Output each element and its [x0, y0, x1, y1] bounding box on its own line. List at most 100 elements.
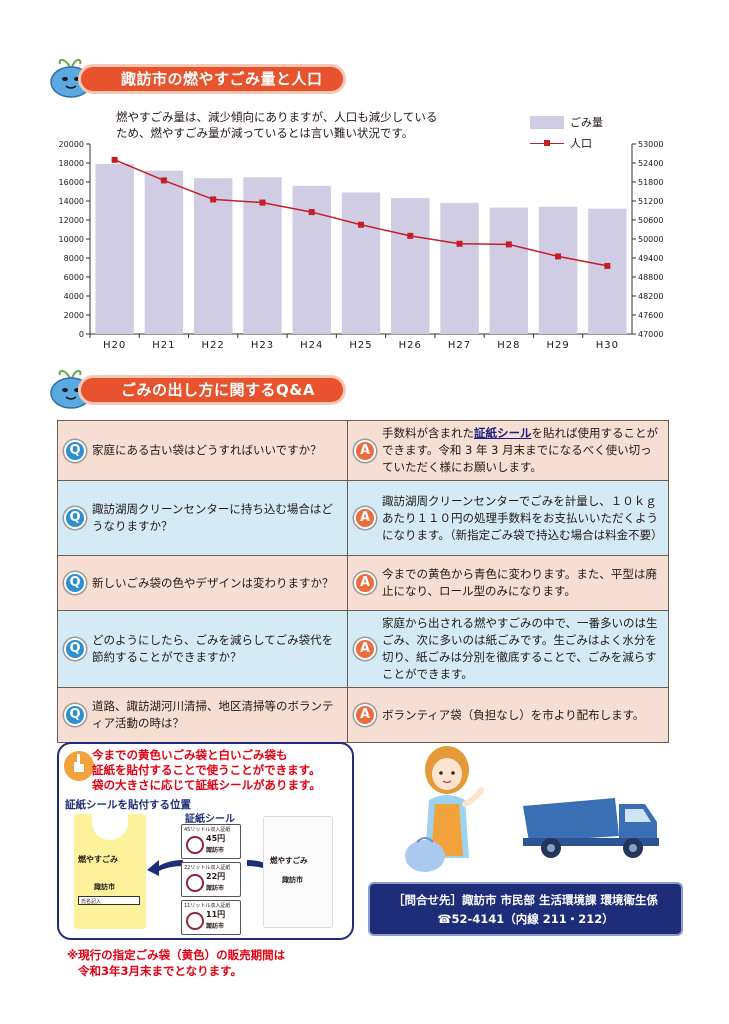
chart-intro-text: 燃やすごみ量は、減少傾向にありますが、人口も減少している ため、燃やすごみ量が減…: [116, 109, 496, 141]
question-text: 家庭にある古い袋はどうすればいいですか？: [92, 443, 322, 457]
population-point: [160, 177, 167, 184]
yellow-bag-image: 燃やすごみ 諏訪市 氏名記入: [74, 814, 146, 929]
a-badge-icon: A: [354, 704, 376, 726]
garbage-truck-icon: [523, 798, 659, 858]
qa-row: Q 家庭にある古い袋はどうすればいいですか？ A 手数料が含まれた証紙シールを貼れば…: [57, 420, 669, 481]
y-tick-label-left: 2000: [64, 311, 84, 320]
section-title: 諏訪市の燃やすごみ量と人口: [78, 64, 346, 94]
population-point: [111, 156, 118, 163]
bag-city: 諏訪市: [282, 876, 303, 884]
y-tick-label-left: 4000: [64, 292, 84, 301]
contact-department: ［問合せ先］諏訪市 市民部 生活環境課 環境衛生係: [392, 893, 658, 907]
sticker-11: 11リットル収入証紙 11円 諏訪市: [181, 900, 241, 935]
question-cell: Q 家庭にある古い袋はどうすればいいですか？: [57, 420, 348, 481]
bar-garbage: [538, 206, 578, 334]
a-badge-icon: A: [354, 638, 376, 660]
y-tick-label-left: 16000: [59, 178, 84, 187]
y-tick-label-left: 6000: [64, 273, 84, 282]
contact-phone: ☎52-4141（内線 211・212）: [437, 912, 614, 926]
y-tick-label-right: 51800: [638, 178, 663, 187]
white-bag-image: 燃やすごみ 諏訪市: [263, 816, 333, 928]
population-point: [358, 221, 364, 228]
q-badge-icon: Q: [64, 439, 86, 462]
answer-text: ボランティア袋（負担なし）を市より配布します。: [382, 707, 645, 722]
population-point: [308, 209, 315, 216]
a-badge-icon: A: [354, 572, 376, 594]
a-badge-icon: A: [354, 439, 376, 462]
y-tick-label-right: 51200: [638, 197, 663, 206]
legend-item-bar: ごみ量: [530, 113, 603, 131]
y-tick-label-right: 47600: [638, 311, 663, 320]
answer-part: を貼れば使用することができます。令和 3 年 3 月末までになるべく使い切ってい…: [382, 426, 658, 474]
chart-legend: ごみ量 人口: [530, 113, 603, 155]
y-tick-label-left: 12000: [59, 216, 84, 225]
y-tick-label-right: 50000: [638, 235, 663, 244]
sticker-city: 諏訪市: [206, 885, 225, 892]
bar-garbage: [341, 192, 381, 334]
bar-garbage: [292, 185, 331, 334]
garbage-population-chart: 0 2000 4000 6000 8000 10000 12000 14000 16000 180…: [59, 140, 664, 351]
sticker-price: 45円: [206, 834, 226, 843]
check-message: 今までの黄色いごみ袋と白いごみ袋も 証紙を貼付することで使うことができます。 袋…: [92, 748, 352, 793]
y-tick-label-right: 49400: [638, 254, 663, 263]
answer-text: 手数料が含まれた証紙シールを貼れば使用することができます。令和 3 年 3 月末…: [382, 425, 660, 476]
x-tick-label: H20: [103, 340, 126, 351]
sticker-caption: 22リットル収入証紙: [184, 865, 231, 871]
sticker-mark: [186, 912, 204, 930]
sticker-45: 45リットル収入証紙 45円 諏訪市: [181, 824, 241, 859]
y-tick-label-right: 50600: [638, 216, 663, 225]
bar-garbage: [144, 170, 184, 334]
y-tick-label-right: 53000: [638, 140, 663, 149]
check-hand-icon: [64, 751, 94, 781]
sales-period-notice: ※現行の指定ごみ袋（黄色）の販売期間は 令和3年3月末までとなります。: [67, 947, 285, 979]
question-text: どのようにしたら、ごみを減らしてごみ袋代を節約することができますか？: [92, 633, 334, 664]
contact-box: ［問合せ先］諏訪市 市民部 生活環境課 環境衛生係 ☎52-4141（内線 21…: [368, 882, 683, 936]
bag-name-field-label: 氏名記入: [81, 899, 102, 905]
q-badge-icon: Q: [64, 638, 86, 660]
x-tick-label: H23: [251, 340, 274, 351]
section-heading-chart: 諏訪市の燃やすごみ量と人口: [48, 55, 348, 99]
answer-cell: A 今までの黄色から青色に変わります。また、平型は廃止になり、ロール型のみになりま…: [347, 555, 669, 611]
y-tick-label-right: 48800: [638, 273, 663, 282]
answer-cell: A ボランティア袋（負担なし）を市より配布します。: [347, 687, 669, 743]
x-tick-label: H28: [497, 340, 520, 351]
legend-swatch-bar: [530, 115, 564, 129]
intro-line: ため、燃やすごみ量が減っているとは言い難い状況です。: [116, 126, 414, 140]
x-tick-label: H27: [448, 340, 471, 351]
y-tick-label-left: 14000: [59, 197, 84, 206]
bag-text: 燃やすごみ: [78, 855, 118, 864]
bag-city: 諏訪市: [94, 883, 115, 891]
y-tick-label-right: 48200: [638, 292, 663, 301]
intro-line: 燃やすごみ量は、減少傾向にありますが、人口も減少している: [116, 110, 438, 124]
population-point: [505, 241, 512, 248]
y-tick-label-right: 52400: [638, 159, 663, 168]
x-tick-label: H25: [349, 340, 372, 351]
x-tick-label: H29: [546, 340, 569, 351]
question-text: 新しいごみ袋の色やデザインは変わりますか？: [92, 575, 334, 590]
x-tick-label: H21: [152, 340, 175, 351]
answer-part: 手数料が含まれた: [382, 426, 474, 440]
bar-garbage: [588, 208, 627, 334]
x-tick-label: H30: [596, 340, 619, 351]
y-tick-label-left: 20000: [59, 140, 84, 149]
sticker-22: 22リットル収入証紙 22円 諏訪市: [181, 862, 241, 897]
population-point: [555, 253, 562, 260]
section-title: ごみの出し方に関するQ&A: [78, 375, 346, 405]
question-cell: Q 新しいごみ袋の色やデザインは変わりますか？: [57, 555, 348, 611]
check-line: 今までの黄色いごみ袋と白いごみ袋も: [92, 748, 288, 762]
a-badge-icon: A: [354, 507, 376, 529]
question-cell: Q どのようにしたら、ごみを減らしてごみ袋代を節約することができますか？: [57, 610, 348, 688]
sticker-city: 諏訪市: [206, 847, 225, 854]
qa-row: Q 諏訪湖周クリーンセンターに持ち込む場合はどうなりますか？ A 諏訪湖周クリーンセ…: [57, 480, 669, 556]
arrow-left-icon: [147, 860, 183, 876]
answer-text: 家庭から出される燃やすごみの中で、一番多いのは生ごみ、次に多いのは紙ごみです。生…: [382, 616, 658, 681]
woman-truck-illustration: [405, 746, 659, 872]
sticker-title: 証紙シール: [185, 814, 235, 825]
sticker-price: 11円: [206, 910, 226, 919]
woman-figure: [405, 746, 484, 872]
y-tick-label-left: 18000: [59, 159, 84, 168]
q-badge-icon: Q: [64, 704, 86, 726]
legend-label: ごみ量: [570, 116, 603, 129]
y-tick-label-left: 8000: [64, 254, 84, 263]
sticker-price: 22円: [206, 872, 226, 881]
